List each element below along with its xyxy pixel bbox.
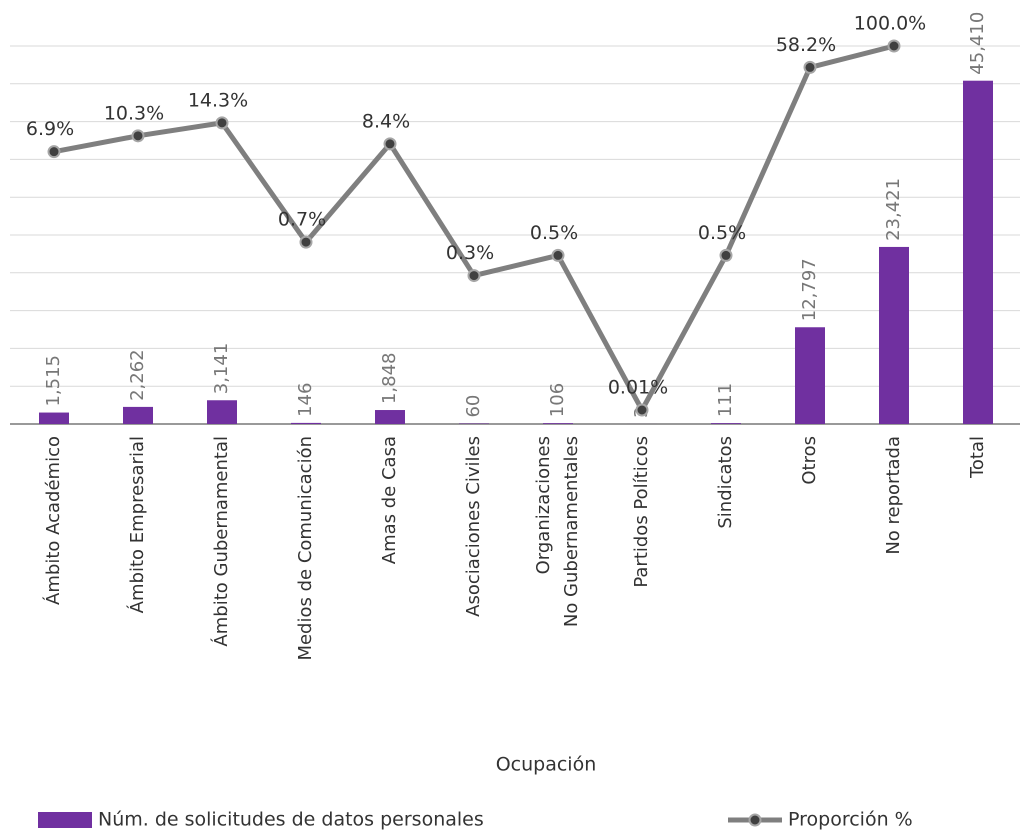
x-tick-label: Ámbito Empresarial — [127, 436, 148, 614]
line-marker — [131, 129, 145, 143]
bar-value-label: 1,848 — [379, 352, 400, 404]
bar-value-label: 3,141 — [211, 343, 232, 395]
line-value-label: 0.3% — [446, 242, 494, 264]
line-value-label: 6.9% — [26, 118, 74, 140]
bar-value-label: 45,410 — [967, 12, 988, 75]
x-tick-label: Otros — [799, 436, 820, 485]
line-marker — [47, 145, 61, 159]
bar — [879, 246, 909, 424]
x-tick-label: Partidos Políticos — [631, 436, 652, 588]
x-axis-title: Ocupación — [496, 754, 597, 776]
bar-value-label: 146 — [295, 383, 316, 417]
bar-value-label: 111 — [715, 383, 736, 417]
line-value-label: 0.5% — [530, 222, 578, 244]
bar — [123, 406, 153, 424]
bar — [39, 412, 69, 424]
bar-value-label: 12,797 — [799, 258, 820, 321]
x-tick-label: Ámbito Académico — [43, 436, 64, 605]
legend-label: Núm. de solicitudes de datos personales — [98, 809, 484, 831]
line-marker — [215, 116, 229, 130]
bar-value-label: 2,262 — [127, 349, 148, 401]
line-marker — [635, 403, 649, 417]
line-value-label: 58.2% — [776, 34, 836, 56]
x-tick-label: Sindicatos — [715, 436, 736, 529]
x-tick-label: No reportada — [883, 436, 904, 555]
line — [53, 43, 895, 413]
x-tick-label: Organizaciones No Gubernamentales — [533, 436, 582, 628]
line-value-label: 10.3% — [104, 102, 164, 124]
bar — [711, 423, 741, 424]
bar — [543, 423, 573, 424]
line-marker — [803, 60, 817, 74]
bar-value-label: 60 — [463, 395, 484, 418]
x-tick-label: Amas de Casa — [379, 436, 400, 565]
line-marker — [887, 39, 901, 53]
line-marker — [383, 137, 397, 151]
line-marker — [299, 235, 313, 249]
legend-marker — [748, 813, 762, 827]
bar — [207, 400, 237, 424]
bar-value-label: 106 — [547, 383, 568, 417]
bar — [375, 410, 405, 424]
line-marker — [551, 248, 565, 262]
line-value-label: 100.0% — [854, 13, 926, 35]
line-value-label: 8.4% — [362, 110, 410, 132]
line-marker — [719, 248, 733, 262]
x-tick-label: Asociaciones Civiles — [463, 436, 484, 617]
line-value-label: 14.3% — [188, 89, 248, 111]
line-value-label: 0.7% — [278, 209, 326, 231]
bar — [963, 80, 993, 424]
bar-value-label: 23,421 — [883, 178, 904, 241]
line-marker — [467, 269, 481, 283]
x-tick-label: Medios de Comunicación — [295, 436, 316, 661]
line-value-label: 0.01% — [608, 377, 668, 399]
x-tick-label: Ámbito Gubernamental — [211, 436, 232, 647]
line-value-label: 0.5% — [698, 222, 746, 244]
legend-swatch — [38, 812, 92, 828]
bar-value-label: 1,515 — [43, 355, 64, 407]
bar — [291, 422, 321, 424]
legend-label: Proporción % — [788, 809, 913, 831]
bar — [795, 327, 825, 424]
x-tick-label: Total — [967, 436, 988, 479]
